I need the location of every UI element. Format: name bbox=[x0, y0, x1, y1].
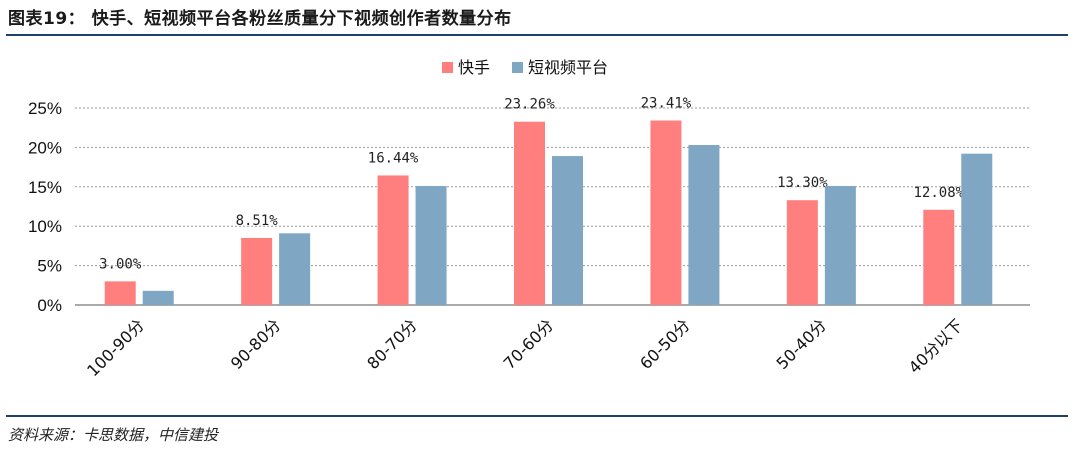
x-tick-label: 50-40分 bbox=[773, 315, 831, 373]
data-label: 16.44% bbox=[368, 150, 419, 166]
data-label: 8.51% bbox=[236, 213, 279, 229]
footer-rule bbox=[6, 415, 1068, 417]
data-label: 12.08% bbox=[913, 185, 964, 201]
x-tick-label: 40分以下 bbox=[905, 315, 967, 377]
y-tick-label: 20% bbox=[28, 138, 62, 157]
x-tick-label: 60-50分 bbox=[636, 315, 694, 373]
legend-swatch bbox=[442, 62, 453, 73]
x-tick-label: 70-60分 bbox=[500, 315, 558, 373]
bar-kuaishou bbox=[786, 200, 818, 305]
data-label: 3.00% bbox=[99, 256, 142, 272]
legend-swatch bbox=[512, 62, 523, 73]
source-note: 资料来源：卡思数据，中信建投 bbox=[8, 426, 219, 444]
bar-kuaishou bbox=[923, 209, 955, 305]
y-tick-label: 25% bbox=[28, 99, 62, 118]
x-tick-label: 100-90分 bbox=[83, 315, 148, 380]
bar-short-video bbox=[688, 145, 720, 305]
title-rule bbox=[6, 34, 1068, 36]
data-label: 13.30% bbox=[777, 175, 828, 191]
legend-label: 短视频平台 bbox=[528, 58, 608, 77]
y-tick-label: 5% bbox=[37, 257, 62, 276]
x-tick-label: 90-80分 bbox=[227, 315, 285, 373]
bar-kuaishou bbox=[650, 120, 682, 305]
x-tick-label: 80-70分 bbox=[363, 315, 421, 373]
y-tick-label: 15% bbox=[28, 178, 62, 197]
bar-short-video bbox=[824, 186, 856, 305]
data-label: 23.41% bbox=[641, 96, 692, 112]
bar-short-video bbox=[415, 186, 447, 305]
data-label: 23.26% bbox=[504, 97, 555, 113]
bar-kuaishou bbox=[241, 237, 273, 305]
bar-kuaishou bbox=[377, 175, 409, 305]
bar-kuaishou bbox=[514, 121, 545, 305]
y-tick-label: 0% bbox=[37, 296, 62, 315]
y-tick-label: 10% bbox=[28, 217, 62, 236]
bar-short-video bbox=[961, 153, 993, 305]
bar-short-video bbox=[279, 233, 311, 305]
chart-title: 图表19： 快手、短视频平台各粉丝质量分下视频创作者数量分布 bbox=[8, 9, 512, 29]
legend-label: 快手 bbox=[458, 58, 490, 77]
bar-short-video bbox=[552, 156, 583, 305]
bar-kuaishou bbox=[104, 281, 136, 305]
bar-short-video bbox=[142, 290, 174, 305]
